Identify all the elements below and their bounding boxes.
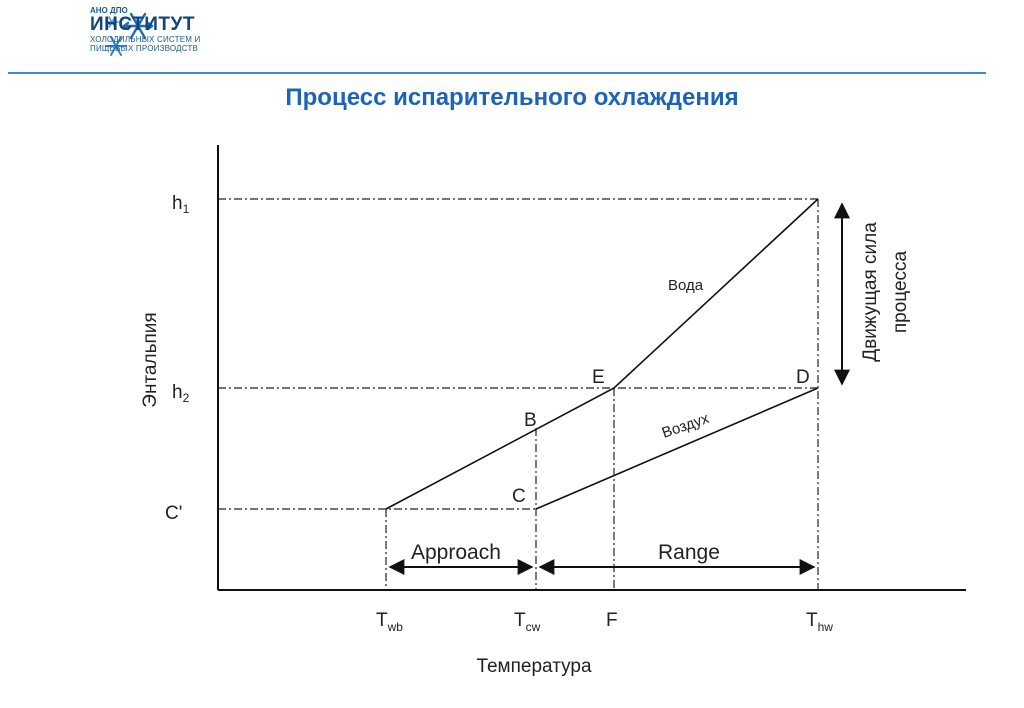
x-tick-tcw: Tcw [514,610,541,634]
y-tick-h1: h1 [172,193,190,216]
logo-text: АНО ДПО ИНСТИТУТ ХОЛОДИЛЬНЫХ СИСТЕМ И ПИ… [90,6,200,53]
x-tick-thw: Thw [806,610,833,634]
approach-label: Approach [411,541,501,564]
logo-subtitle-2: ПИЩЕВЫХ ПРОИЗВОДСТВ [90,44,199,53]
logo-name: ИНСТИТУТ [90,14,195,35]
snowflake-logo-icon [105,12,154,56]
header-divider [8,72,986,74]
air-line [535,387,819,510]
y-tick-h2: h2 [172,382,190,405]
x-tick-twb: Twb [376,610,403,634]
water-label: Вода [668,277,704,294]
y-tick-c-prime: C' [165,503,182,524]
logo-small-text: АНО ДПО [90,6,128,15]
logo-subtitle-1: ХОЛОДИЛЬНЫХ СИСТЕМ И [90,35,201,44]
driving-force-label-1: Движущая сила [860,222,881,362]
header: АНО ДПО ИНСТИТУТ ХОЛОДИЛЬНЫХ СИСТЕМ И ПИ… [0,0,1024,76]
y-axis-label: Энтальпия [140,312,161,407]
driving-force-label-2: процесса [890,250,911,333]
water-line [385,198,819,510]
slide-title: Процесс испарительного охлаждения [285,84,739,111]
x-tick-f: F [606,610,618,631]
point-e-label: E [592,367,605,388]
point-b-label: B [524,410,537,431]
point-c-label: C [512,486,526,507]
point-d-label: D [796,367,810,388]
range-label: Range [658,541,720,564]
x-axis-label: Температура [476,656,592,677]
